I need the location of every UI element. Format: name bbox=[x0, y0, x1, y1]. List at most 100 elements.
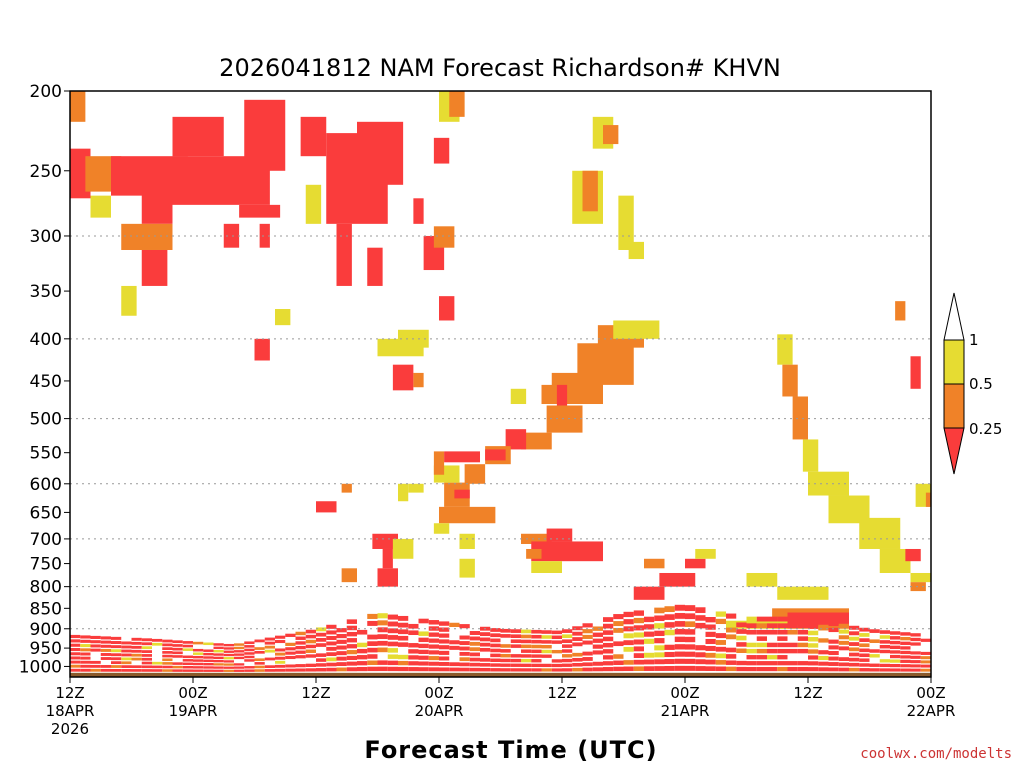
bl-cell-518 bbox=[726, 647, 737, 653]
bl-cell-541 bbox=[756, 642, 767, 648]
bl-cell-55 bbox=[131, 657, 142, 661]
bl-cell-22 bbox=[90, 660, 101, 664]
x-tick-label-0-0: 12Z bbox=[55, 684, 84, 702]
bl-cell-282 bbox=[428, 632, 439, 637]
bl-cell-296 bbox=[439, 662, 450, 666]
ri-cell-60 bbox=[372, 533, 398, 549]
bl-cell-42 bbox=[121, 641, 132, 645]
bl-cell-178 bbox=[295, 641, 306, 645]
bl-cell-293 bbox=[439, 645, 450, 650]
bl-cell-74 bbox=[162, 647, 173, 650]
bl-cell-455 bbox=[644, 659, 655, 665]
bl-cell-105 bbox=[203, 642, 214, 646]
ri-cell-21 bbox=[305, 184, 322, 224]
bl-cell-477 bbox=[674, 628, 685, 635]
bl-cell-212 bbox=[336, 645, 347, 650]
ri-cell-13 bbox=[239, 204, 281, 218]
bl-cell-56 bbox=[131, 665, 142, 669]
bl-cell-405 bbox=[582, 640, 593, 645]
bl-cell-7 bbox=[70, 664, 81, 668]
bl-cell-563 bbox=[787, 616, 798, 622]
ri-cell-77 bbox=[792, 396, 808, 440]
bl-cell-325 bbox=[480, 663, 491, 667]
bl-cell-564 bbox=[787, 623, 798, 629]
bl-cell-67 bbox=[152, 638, 163, 642]
y-tick-label-750: 750 bbox=[30, 555, 62, 575]
bl-cell-507 bbox=[715, 611, 726, 617]
y-tick-label-650: 650 bbox=[30, 503, 62, 523]
bl-cell-10 bbox=[80, 639, 91, 643]
bl-cell-280 bbox=[428, 620, 439, 625]
bl-cell-404 bbox=[582, 634, 593, 639]
bl-cell-483 bbox=[685, 605, 696, 612]
bl-cell-132 bbox=[234, 646, 245, 650]
bl-cell-656 bbox=[900, 659, 911, 663]
bl-cell-219 bbox=[346, 631, 357, 637]
ri-cell-94 bbox=[695, 548, 716, 559]
bl-cell-669 bbox=[920, 656, 931, 660]
bl-cell-531 bbox=[746, 629, 757, 635]
y-tick-label-300: 300 bbox=[30, 227, 62, 247]
bl-cell-43 bbox=[121, 645, 132, 649]
bl-cell-324 bbox=[480, 658, 491, 662]
bl-cell-510 bbox=[715, 640, 726, 645]
bl-cell-652 bbox=[900, 641, 911, 645]
ri-cell-47 bbox=[464, 464, 486, 484]
ri-cell-86 bbox=[910, 582, 926, 592]
bl-cell-470 bbox=[664, 644, 675, 650]
bl-cell-634 bbox=[879, 635, 890, 639]
bl-cell-26 bbox=[100, 640, 111, 644]
bl-cell-241 bbox=[377, 620, 388, 626]
bl-cell-567 bbox=[787, 648, 798, 654]
bl-cell-512 bbox=[715, 653, 726, 659]
bl-cell-133 bbox=[234, 650, 245, 653]
y-tick-label-850: 850 bbox=[30, 599, 62, 619]
bl-cell-498 bbox=[695, 666, 706, 671]
bl-cell-461 bbox=[654, 638, 665, 644]
y-tick-label-200: 200 bbox=[30, 82, 62, 102]
bl-cell-631 bbox=[869, 663, 880, 667]
bl-cell-363 bbox=[531, 639, 542, 644]
bl-cell-378 bbox=[551, 630, 562, 635]
bl-cell-646 bbox=[890, 654, 901, 659]
bl-cell-191 bbox=[305, 668, 316, 672]
bl-cell-17 bbox=[80, 668, 91, 672]
bl-cell-595 bbox=[828, 639, 839, 644]
color-legend: 1 0.5 0.25 bbox=[943, 292, 1002, 475]
bl-cell-388 bbox=[562, 644, 573, 648]
bl-cell-663 bbox=[910, 655, 921, 659]
bl-cell-78 bbox=[162, 662, 173, 665]
bl-cell-161 bbox=[275, 635, 286, 639]
x-tick-label-5-0: 00Z bbox=[670, 684, 699, 702]
bl-cell-521 bbox=[726, 666, 737, 672]
x-tick-label-1-1: 19APR bbox=[169, 702, 218, 720]
bl-cell-479 bbox=[674, 644, 685, 650]
bl-cell-259 bbox=[398, 629, 409, 635]
y-tick-label-450: 450 bbox=[30, 372, 62, 392]
bl-cell-586 bbox=[808, 667, 819, 672]
bl-cell-65 bbox=[141, 665, 152, 669]
bl-cell-450 bbox=[644, 616, 655, 623]
bl-cell-348 bbox=[510, 654, 521, 658]
bl-cell-50 bbox=[131, 637, 142, 641]
bl-cell-177 bbox=[295, 636, 306, 640]
bl-cell-124 bbox=[223, 650, 234, 653]
bl-cell-262 bbox=[398, 654, 409, 660]
bl-cell-538 bbox=[756, 623, 767, 629]
bl-cell-410 bbox=[592, 626, 603, 631]
bl-cell-387 bbox=[562, 639, 573, 643]
bl-cell-661 bbox=[910, 642, 921, 646]
ri-cell-12 bbox=[244, 99, 286, 171]
bl-cell-575 bbox=[797, 648, 808, 654]
bl-cell-170 bbox=[285, 642, 296, 646]
ri-cell-46 bbox=[485, 449, 506, 461]
bl-cell-515 bbox=[726, 613, 737, 619]
bl-cell-27 bbox=[100, 644, 111, 648]
bl-cell-261 bbox=[398, 642, 409, 647]
bl-cell-441 bbox=[633, 610, 644, 616]
bl-cell-395 bbox=[572, 631, 583, 636]
bl-cell-32 bbox=[100, 668, 111, 672]
legend-swatch-orange bbox=[943, 383, 965, 429]
ri-cell-63 bbox=[341, 568, 357, 583]
bl-cell-562 bbox=[777, 666, 788, 672]
